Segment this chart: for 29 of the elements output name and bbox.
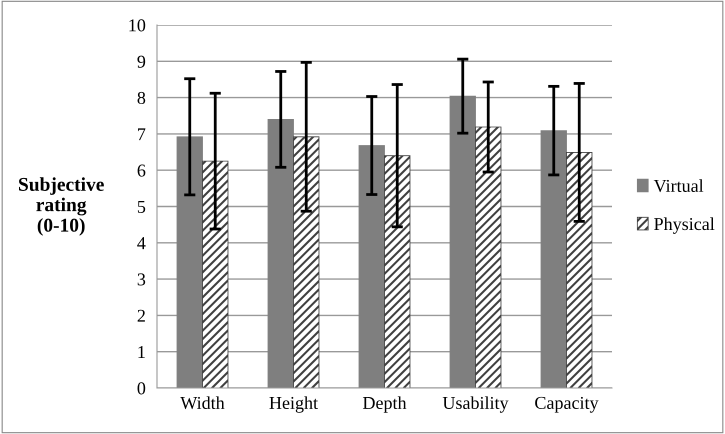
y-tick-label: 3 [138, 273, 146, 286]
y-tick-label: 8 [138, 92, 146, 104]
bar [176, 136, 203, 388]
x-tick-label: Height [269, 396, 318, 413]
x-tick-label: Usability [442, 396, 509, 413]
legend-label: Virtual [654, 179, 704, 192]
bar [475, 126, 502, 388]
legend-label: Physical [654, 217, 714, 234]
y-tick-label: 0 [138, 382, 146, 394]
x-tick-label: Width [180, 396, 224, 410]
bar [268, 118, 294, 388]
y-tick-label: 5 [138, 200, 146, 213]
y-tick-label: 9 [137, 56, 146, 68]
y-tick-label: 2 [138, 310, 145, 322]
bar [566, 152, 592, 388]
bar [384, 155, 410, 388]
bar [540, 130, 567, 388]
y-tick-label: 10 [129, 19, 146, 32]
y-tick-label: 4 [137, 237, 146, 250]
bar [450, 96, 476, 388]
bar [293, 136, 320, 388]
x-tick-label: Depth [362, 396, 406, 413]
y-tick-label: 1 [138, 346, 145, 358]
bar [202, 160, 228, 388]
y-tick-label: 6 [138, 164, 146, 177]
x-tick-label: Capacity [535, 396, 599, 413]
y-tick-label: 7 [138, 128, 146, 140]
y-axis-title: Subjective rating (0-10) [19, 177, 104, 236]
bar [358, 145, 385, 388]
